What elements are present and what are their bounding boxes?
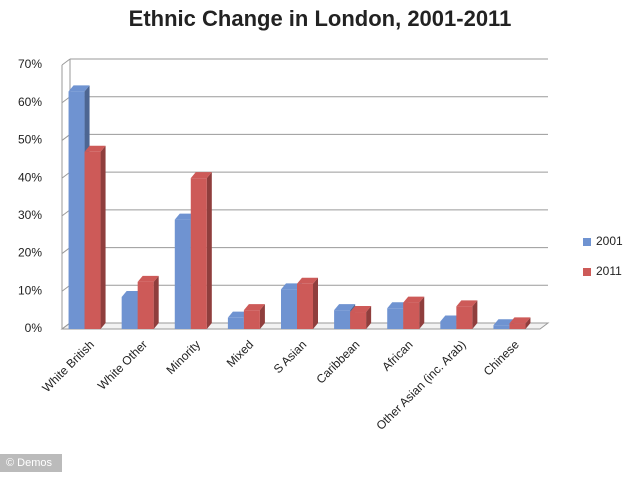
bar [403,302,420,329]
bar-top [403,296,425,303]
bar [84,151,101,329]
bar [440,321,457,329]
bar-top [174,213,196,220]
bar [493,325,510,329]
bar [456,306,473,329]
bar [121,296,138,329]
bar-top [137,275,159,282]
bar [227,317,244,329]
bar [387,308,404,329]
bar-side [472,300,478,329]
bar-top [84,145,106,152]
y-tick-label: 20% [18,246,42,260]
y-tick-label: 70% [18,57,42,71]
legend-label: 2011 [596,264,622,278]
bar-side-shade [259,304,265,329]
bar-side [259,304,265,329]
bar [297,283,313,329]
bar-top [493,319,515,326]
bar-side-shade [100,145,106,329]
bar-side [153,275,159,329]
bar [190,178,207,329]
legend-swatch [583,238,591,246]
bar-side-shade [472,300,478,329]
bar [509,323,526,329]
bar-side-shade [153,275,159,329]
bar-top [227,311,249,318]
bar-side-shade [206,172,212,329]
bar [243,310,260,329]
chart-title: Ethnic Change in London, 2001-2011 [129,6,512,31]
bar-top [350,306,372,313]
bar-top [68,85,90,92]
bar [68,91,85,330]
bar [137,281,154,329]
bar-side [366,306,372,329]
y-tick-label: 50% [18,133,42,147]
legend-swatch [583,268,591,276]
credit-box [0,454,62,472]
y-tick-label: 0% [25,321,43,335]
bar-top [297,277,318,284]
legend-label: 2001 [596,234,623,248]
y-tick-label: 10% [18,283,42,297]
bar-top [456,300,478,307]
bar-side [419,296,425,329]
bar-top [509,317,531,324]
y-tick-label: 30% [18,208,42,222]
bar-top [387,302,409,309]
bar-side-shade [366,306,372,329]
bar [174,219,191,329]
y-tick-label: 40% [18,170,42,184]
bar [281,289,297,329]
y-tick-label: 60% [18,95,42,109]
credit: © Demos [6,457,53,469]
bar-top [121,290,143,297]
bar [334,310,351,329]
bar-top [190,172,212,179]
bar-side-shade [419,296,425,329]
bar-top [243,304,265,311]
bar [350,312,367,329]
bar-top [281,283,302,290]
bar-side [313,277,318,329]
bar-side [525,317,531,329]
bar-side-shade [525,317,531,329]
bar-side-shade [313,277,318,329]
bar-side [206,172,212,329]
bar-side [100,145,106,329]
bar-top [440,315,462,322]
bar-top [334,304,356,311]
grid-line-side [61,58,71,66]
